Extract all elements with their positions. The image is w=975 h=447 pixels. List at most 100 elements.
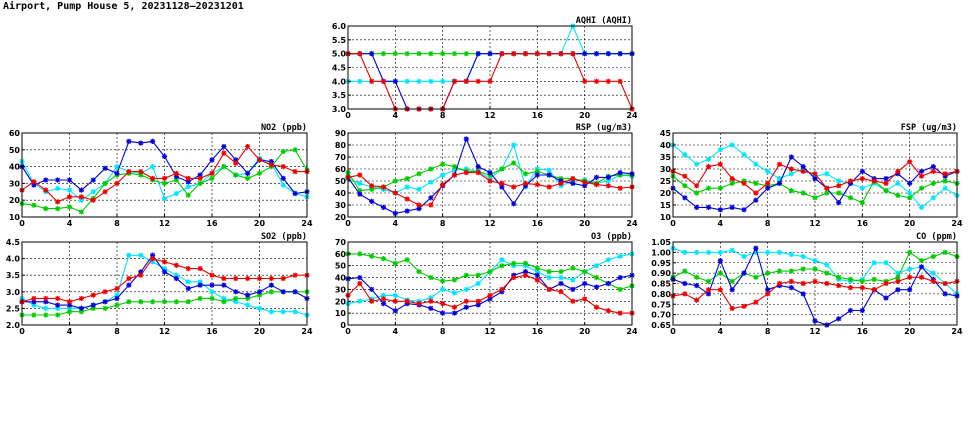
data-point-fsp-green [847, 195, 854, 201]
data-point-no2-blue [209, 157, 215, 163]
data-point-no2-green [66, 204, 73, 210]
y-tick-label: 0.65 [651, 321, 671, 330]
data-point-o3-green [392, 260, 398, 266]
x-tick-label: 16 [206, 327, 218, 336]
data-point-so2-blue [233, 289, 239, 295]
data-point-rsp-red [605, 183, 611, 189]
data-point-so2-red [233, 275, 239, 282]
data-point-aqhi-cyan [416, 78, 422, 84]
data-point-rsp-cyan [416, 186, 422, 192]
data-point-no2-blue [292, 190, 298, 197]
data-point-so2-red [268, 275, 274, 282]
data-point-o3-green [440, 278, 446, 284]
data-point-aqhi-red [487, 78, 493, 84]
data-point-so2-red [173, 262, 179, 268]
data-point-rsp-red [617, 185, 623, 191]
data-point-aqhi-red [511, 51, 517, 57]
data-point-fsp-blue [907, 180, 913, 186]
data-point-co-green [895, 274, 901, 280]
y-tick-label: 30 [335, 201, 347, 210]
data-point-o3-blue [582, 280, 588, 287]
data-point-no2-red [256, 157, 263, 163]
data-point-so2-red [55, 295, 61, 302]
data-point-aqhi-blue [369, 51, 375, 57]
data-point-so2-cyan [185, 279, 191, 285]
data-point-fsp-cyan [682, 152, 688, 158]
chart-o3: 0 4 8 12 16 20 24 0 10 20 30 40 50 60 70 O3 (ppb) [335, 232, 638, 336]
data-point-o3-green [534, 265, 540, 271]
data-point-co-blue [741, 270, 747, 276]
x-tick-label: 8 [114, 327, 120, 336]
x-tick-label: 24 [626, 111, 638, 120]
data-point-no2-cyan [173, 190, 179, 197]
data-point-o3-green [499, 263, 505, 269]
data-point-aqhi-green [404, 51, 410, 57]
y-tick-label: 4.0 [6, 255, 21, 264]
data-point-no2-blue [245, 170, 251, 176]
x-tick-label: 4 [67, 327, 73, 336]
data-point-no2-blue [197, 172, 203, 178]
x-tick-label: 24 [951, 327, 963, 336]
data-point-rsp-green [534, 168, 540, 174]
data-point-so2-red [43, 295, 49, 302]
data-point-no2-red [31, 179, 37, 185]
x-tick-label: 16 [532, 111, 544, 120]
data-point-fsp-green [705, 185, 712, 191]
data-point-fsp-red [918, 173, 925, 179]
data-point-o3-green [428, 274, 434, 281]
y-tick-label: 20 [335, 297, 347, 306]
data-point-co-green [942, 249, 948, 255]
data-point-fsp-blue [682, 195, 688, 201]
x-tick-label: 20 [254, 327, 266, 336]
x-tick-label: 20 [904, 219, 916, 228]
x-tick-label: 12 [809, 327, 820, 336]
data-point-fsp-green [942, 178, 948, 184]
data-point-rsp-blue [617, 170, 623, 176]
data-point-co-cyan [717, 249, 723, 255]
data-point-so2-cyan [138, 252, 144, 258]
data-point-so2-red [31, 295, 37, 302]
data-point-rsp-blue [499, 184, 505, 190]
data-point-fsp-red [682, 173, 688, 179]
y-tick-label: 20 [660, 189, 672, 198]
data-point-o3-blue [558, 280, 564, 287]
data-point-aqhi-red [522, 51, 529, 57]
data-point-rsp-cyan [440, 172, 446, 178]
y-tick-label: 40 [660, 141, 672, 150]
x-tick-label: 0 [345, 111, 351, 120]
data-point-no2-green [245, 175, 251, 181]
data-point-so2-red [150, 256, 156, 262]
data-point-co-blue [907, 287, 913, 293]
data-point-no2-red [280, 164, 286, 170]
data-point-no2-cyan [66, 187, 73, 193]
y-tick-label: 3.0 [332, 105, 347, 114]
data-point-so2-green [256, 292, 263, 298]
data-point-fsp-cyan [942, 185, 948, 191]
data-point-rsp-blue [570, 180, 576, 186]
data-point-o3-cyan [605, 257, 611, 263]
data-point-rsp-blue [404, 208, 410, 214]
data-point-rsp-red [440, 182, 446, 188]
data-point-no2-cyan [280, 182, 286, 188]
data-point-aqhi-blue [487, 51, 493, 57]
data-point-so2-cyan [161, 265, 168, 272]
data-point-o3-red [428, 298, 434, 304]
x-tick-label: 20 [579, 219, 591, 228]
data-point-no2-blue [31, 182, 37, 188]
y-tick-label: 0.75 [651, 300, 671, 309]
data-point-rsp-blue [428, 195, 434, 201]
data-point-rsp-green [392, 178, 398, 184]
data-point-no2-blue [150, 138, 156, 144]
data-point-aqhi-blue [605, 51, 611, 57]
data-point-o3-cyan [357, 298, 363, 304]
data-point-fsp-cyan [836, 178, 842, 184]
data-point-no2-blue [268, 158, 274, 165]
data-point-no2-green [292, 147, 298, 153]
data-point-no2-green [55, 206, 61, 212]
data-point-o3-cyan [440, 286, 446, 293]
y-tick-label: 0.80 [651, 290, 671, 299]
data-point-o3-red [369, 298, 375, 304]
data-point-fsp-blue [717, 207, 723, 213]
data-point-aqhi-green [392, 51, 398, 57]
data-point-so2-red [90, 292, 96, 298]
